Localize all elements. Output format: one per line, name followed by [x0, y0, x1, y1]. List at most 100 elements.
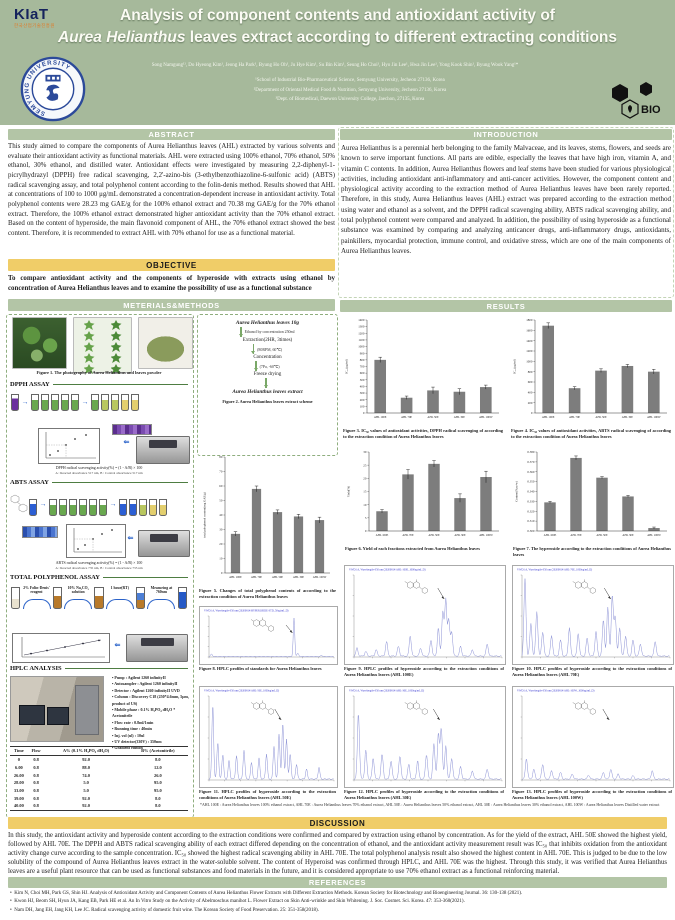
table-cell: 74.0	[82, 772, 90, 778]
bar-chart-svg: 0 10 20 30 40 50 60 70 80 AHL 100E AHL 70E AHL 50E A…	[203, 455, 330, 579]
dpph-equation-text: DPPH radical scavenging activity(%) = (1…	[55, 466, 143, 470]
tpp-tube-icon	[177, 587, 187, 609]
abstract-body: This study aimed to compare the componen…	[8, 143, 335, 237]
hplc-condition-item: Running time : 40min	[112, 726, 196, 732]
svg-text:1000: 1000	[526, 359, 533, 363]
table-header-cell: Flow	[27, 746, 45, 756]
svg-text:800: 800	[360, 358, 365, 362]
hyperoside-structure	[250, 617, 274, 632]
svg-text:AHL 30E: AHL 30E	[293, 575, 304, 579]
svg-text:0: 0	[365, 529, 367, 533]
bar-chart-svg: 0 100 200 300 400 500 600 700 800 900 1000 1100 1200…	[345, 318, 499, 419]
flowchart-step: Concentration	[253, 355, 282, 360]
tpp-tube-icon	[11, 587, 21, 609]
tpp-step: 1 hour(RT)	[105, 586, 135, 609]
svg-text:0.370: 0.370	[527, 460, 534, 464]
total-polyphenol-assay-label: TOTAL POLYPHENOL ASSAY	[10, 574, 188, 581]
table-cell: 6.00	[15, 764, 23, 770]
svg-text:500: 500	[360, 378, 365, 382]
tpp-step-label: 10% Na₂CO₃ solution	[67, 586, 89, 594]
svg-text:VWD1 A, Wavelength=350 nm (202: VWD1 A, Wavelength=350 nm (20200814\AHL-…	[204, 689, 279, 692]
hplc-analysis-title: HPLC ANALYSIS	[10, 665, 62, 672]
spectrophotometer-photo	[138, 530, 190, 557]
down-arrow-icon	[253, 361, 258, 371]
hplc-chromatogram-svg: VWD1 A, Wavelength=350 nm (20200814\AHL-…	[517, 568, 671, 659]
svg-text:10: 10	[219, 557, 223, 561]
table-cell: 0.8	[33, 764, 39, 770]
svg-text:200: 200	[360, 398, 365, 402]
svg-text:900: 900	[360, 351, 365, 355]
hplc-conditions-list: Pump : Agilent 1260 infinityIIAutosample…	[106, 675, 196, 752]
objective-header: OBJECTIVE	[8, 259, 335, 271]
svg-text:AHL 100W: AHL 100W	[647, 533, 661, 537]
curved-arrow-icon	[64, 599, 93, 609]
emblem-crest-icon	[46, 84, 60, 101]
down-arrow-icon	[250, 344, 256, 354]
svg-text:300: 300	[360, 391, 365, 395]
abts-equation-text: ABTS radical scavenging activity(%) = (1…	[55, 561, 143, 565]
table-cell: 12.0	[154, 764, 162, 770]
leaves-photo	[73, 317, 132, 374]
flowchart-arrow-label: (80RPM, 60℃)	[257, 347, 283, 352]
svg-text:600: 600	[360, 371, 365, 375]
hplc-lab-photo	[10, 676, 104, 742]
table-header-cell: Time	[10, 746, 28, 756]
arrow-left-icon: ⇐	[127, 535, 134, 542]
svg-text:AHL 70E: AHL 70E	[251, 575, 262, 579]
gradient-table-grid: Time Flow A% (0.1% H₃PO₄ dH₂O) B% (Acetonit…	[10, 746, 188, 811]
svg-text:AHL 100W: AHL 100W	[479, 533, 493, 537]
svg-text:1000: 1000	[358, 345, 365, 349]
flowchart-step: Aurea Helianthus leaves 10g	[235, 320, 300, 326]
figure2-flowchart-box: Aurea Helianthus leaves 10g Ethanol by co…	[197, 314, 338, 456]
svg-text:AHL 50E: AHL 50E	[427, 415, 438, 419]
hplc-condition-item: Inj. vol (ul) : 10ul	[112, 733, 196, 739]
reference-item: • Kwon HJ, Beom SH, Hyun JA, Kang EB, Pa…	[10, 899, 465, 905]
abts-reagent-tube-icon	[29, 499, 37, 516]
poster-title-line2: Aurea Helianthus leaves extract accordin…	[0, 29, 675, 47]
svg-text:20: 20	[219, 542, 223, 546]
hyperoside-structure	[250, 700, 274, 715]
table-cell: 0.8	[33, 780, 39, 786]
figure11-caption: Figure 11. HPLC profiles of hyperoside a…	[199, 789, 336, 800]
hplc-chromatogram-svg: VWD1 A, Wavelength=350 nm (20200814\AHL-…	[517, 689, 671, 782]
down-arrow-icon	[238, 327, 243, 337]
table-cell: 92.0	[82, 795, 90, 801]
svg-text:50: 50	[219, 499, 223, 503]
table-row: 0 0.8 92.0 8.0	[10, 755, 188, 763]
table-row: 40.00 0.8 92.0 8.0	[10, 801, 188, 811]
svg-text:AHL 70E: AHL 70E	[401, 415, 412, 419]
abbreviation-footnote: *AHL 100E : Aurea Helianthus leaves 100%…	[200, 803, 660, 807]
tpp-step-label: 2% Folin-Denis' reagent	[23, 586, 50, 594]
objective-body: To compare antioxidant activity and the …	[8, 275, 335, 292]
svg-text:AHL 100W: AHL 100W	[647, 415, 661, 419]
svg-text:400: 400	[360, 385, 365, 389]
table-cell: 95.0	[154, 780, 162, 786]
semyung-university-emblem: SEMYUNG UNIVERSITY	[20, 56, 86, 122]
hplc-condition-item: UV detector(330V) : 350nm	[112, 739, 196, 745]
hplc-condition-item: Autosampler : Agilent 1260 infinityII	[112, 681, 196, 687]
svg-text:5: 5	[365, 516, 367, 520]
hyperoside-structure	[572, 579, 596, 594]
extraction-flowchart: Aurea Helianthus leaves 10g Ethanol by co…	[198, 315, 337, 407]
figure4-caption: Figure 4. IC₅₀ values of antioxidant act…	[511, 428, 671, 439]
flowchart-arrow-label: Ethanol by concentration 250ml	[244, 330, 295, 334]
svg-text:40: 40	[219, 513, 223, 517]
dpph-reagent-tube-icon	[11, 394, 19, 411]
abstract-header: ABSTRACT	[8, 129, 335, 140]
table-cell: 8.0	[155, 757, 161, 763]
affiliation-2: ²Department of Oriental Medical Food & N…	[253, 87, 447, 93]
introduction-header: INTRODUCTION	[340, 129, 672, 140]
hplc-analysis-label: HPLC ANALYSIS	[10, 665, 188, 672]
abts-structure-doodle	[10, 494, 28, 513]
svg-text:AHL 100E: AHL 100E	[544, 533, 557, 537]
svg-text:0.350: 0.350	[527, 480, 534, 484]
svg-text:0.310: 0.310	[527, 519, 534, 523]
total-polyphenol-title: TOTAL POLYPHENOL ASSAY	[10, 574, 100, 581]
tpp-step-label: Measuring at 760nm	[150, 586, 173, 594]
hplc-chromatogram-svg: VWD1 A, Wavelength=350 nm (20200814\AHL-…	[349, 568, 503, 659]
references-list: • Kim N, Choi MH, Park GS, Shin HJ. Anal…	[10, 890, 668, 915]
figure2-caption: Figure 2. Aurea Helianthus leaves extrac…	[222, 399, 313, 404]
flowchart-step: Extraction(2HR, 3times)	[242, 338, 293, 343]
svg-text:0.320: 0.320	[527, 509, 534, 513]
svg-text:200: 200	[528, 401, 533, 405]
